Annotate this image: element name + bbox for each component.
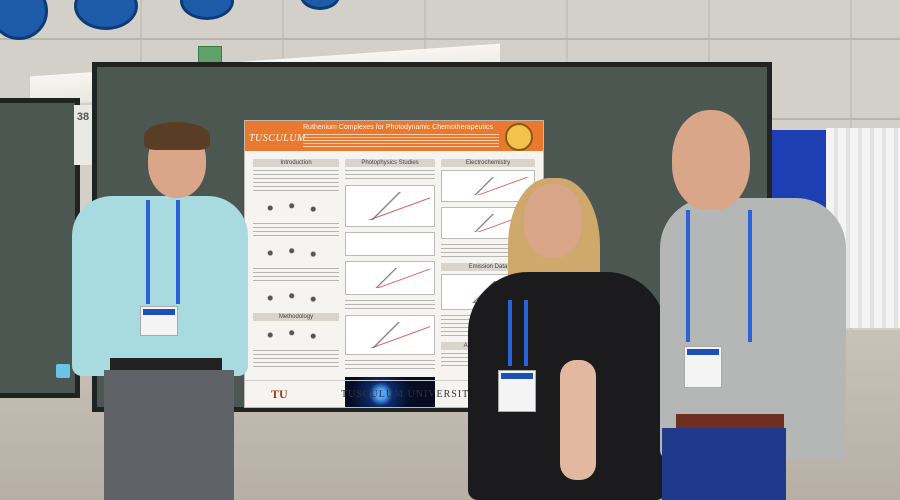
person-left-pants: [104, 370, 234, 500]
spectrum-figure: [345, 315, 435, 355]
person-left-belt: [110, 358, 222, 372]
paragraph: [345, 170, 435, 180]
paragraph: [253, 170, 339, 192]
spectrum-figure: [345, 185, 435, 227]
molecule-icon: [253, 287, 339, 309]
poster-header: TUSCULUM Ruthenium Complexes for Photody…: [245, 121, 543, 151]
paragraph: [345, 300, 435, 310]
poster-column-1: Introduction Methodology: [253, 159, 339, 381]
molecule-icon: [253, 242, 339, 264]
poster-column-2: Photophysics Studies: [345, 159, 435, 407]
poster-brand: TUSCULUM: [249, 133, 306, 144]
lanyard: [748, 210, 752, 342]
person-middle-arm: [560, 360, 596, 480]
poster-title: Ruthenium Complexes for Photodynamic Che…: [303, 124, 493, 131]
drink-cup: [56, 364, 70, 378]
paragraph: [345, 360, 435, 372]
lanyard: [508, 300, 512, 366]
poster-footer: TU TUSCULUM UNIVERSITY: [245, 380, 543, 407]
data-table-figure: [345, 232, 435, 256]
wall-seam: [0, 38, 900, 40]
section-heading: Electrochemistry: [441, 159, 535, 167]
molecule-icon: [253, 197, 339, 219]
university-logo: TU: [271, 387, 288, 401]
poster-authors: [303, 134, 499, 147]
person-right-face: [672, 110, 750, 210]
person-middle-face: [524, 184, 582, 258]
lanyard: [524, 300, 528, 366]
university-name: TUSCULUM UNIVERSITY: [341, 389, 478, 400]
section-heading: Introduction: [253, 159, 339, 167]
lanyard: [176, 200, 180, 304]
person-left-shirt: [72, 196, 248, 376]
lanyard: [146, 200, 150, 304]
name-badge: [684, 346, 722, 388]
paragraph: [253, 223, 339, 237]
paragraph: [253, 268, 339, 282]
person-right-belt: [676, 414, 784, 430]
lanyard: [686, 210, 690, 342]
section-heading: Emission Data: [441, 263, 535, 271]
name-badge: [140, 306, 178, 336]
paragraph: [253, 350, 339, 368]
molecule-icon: [253, 324, 339, 346]
section-heading: Methodology: [253, 313, 339, 321]
person-left-hair: [144, 122, 210, 150]
person-right-pants: [662, 428, 786, 500]
luminescence-photo: [345, 377, 435, 407]
booth-number: 38: [74, 105, 92, 165]
university-seal-icon: [505, 123, 533, 151]
section-heading: Photophysics Studies: [345, 159, 435, 167]
spectrum-figure: [345, 261, 435, 295]
poster-board-left: [0, 98, 80, 398]
name-badge: [498, 370, 536, 412]
